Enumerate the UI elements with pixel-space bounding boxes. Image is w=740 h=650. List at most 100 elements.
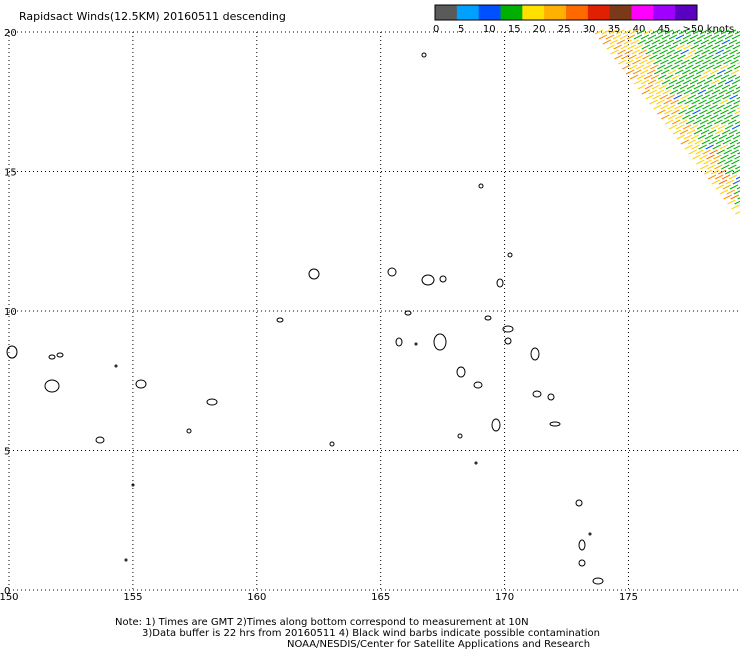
- wind-barb: [629, 29, 639, 35]
- wind-barb: [618, 59, 627, 65]
- wind-barb: [711, 89, 721, 95]
- wind-barb: [714, 174, 724, 180]
- wind-barb: [706, 64, 715, 70]
- wind-barb: [678, 74, 688, 80]
- wind-barb: [710, 114, 719, 120]
- wind-barb: [730, 59, 739, 65]
- island-outline: [186, 428, 192, 434]
- wind-barb: [709, 149, 718, 155]
- wind-barb: [668, 114, 677, 120]
- wind-barb: [606, 44, 616, 50]
- wind-barb: [699, 154, 708, 160]
- wind-barb: [715, 139, 725, 145]
- wind-barb: [716, 104, 725, 110]
- wind-barb: [689, 124, 699, 130]
- wind-barb: [730, 104, 739, 110]
- wind-barb: [719, 54, 728, 60]
- wind-barb: [686, 84, 696, 90]
- wind-barb: [622, 29, 632, 35]
- wind-barb: [705, 144, 715, 150]
- wind-barb: [708, 94, 718, 100]
- wind-barb: [620, 44, 630, 50]
- wind-barb: [715, 49, 724, 55]
- x-tick-label: 165: [371, 592, 390, 603]
- wind-barb: [717, 169, 727, 175]
- wind-barb: [613, 44, 623, 50]
- wind-barb: [702, 59, 711, 65]
- island-outline: [578, 559, 586, 567]
- wind-barb: [707, 84, 717, 90]
- wind-barb: [683, 134, 693, 140]
- wind-barb: [706, 29, 716, 35]
- x-tick-label: 150: [0, 592, 19, 603]
- wind-barb: [724, 114, 733, 120]
- note-line-2: 3)Data buffer is 22 hrs from 20160511 4)…: [142, 628, 600, 639]
- legend-swatch: [500, 5, 523, 20]
- island-outline: [532, 390, 542, 398]
- wind-barb: [687, 94, 697, 100]
- island-outline: [547, 393, 555, 401]
- wind-barb: [727, 154, 736, 160]
- legend-swatch: [522, 5, 545, 20]
- wind-barb: [673, 49, 682, 55]
- wind-barb: [659, 94, 669, 100]
- wind-barb: [707, 164, 716, 170]
- wind-barb: [598, 34, 608, 40]
- wind-barb: [706, 119, 716, 125]
- wind-barb: [641, 89, 651, 95]
- wind-barb: [712, 99, 721, 105]
- wind-barb: [734, 75, 740, 80]
- wind-barb: [671, 109, 680, 115]
- wind-barb: [702, 104, 711, 110]
- wind-barb: [637, 84, 647, 90]
- wind-barb: [736, 51, 740, 55]
- wind-barb: [650, 74, 660, 80]
- wind-barb: [675, 34, 685, 40]
- wind-barb: [717, 79, 727, 85]
- wind-barb: [650, 64, 659, 70]
- wind-barb: [717, 124, 727, 130]
- island-outline: [48, 354, 56, 360]
- wind-barb: [669, 44, 679, 50]
- wind-barb: [680, 49, 689, 55]
- wind-barb: [664, 64, 673, 70]
- wind-barb: [681, 104, 690, 110]
- legend-label: 5: [458, 24, 464, 35]
- wind-barb: [706, 154, 715, 160]
- wind-barb: [732, 179, 740, 185]
- wind-barb: [721, 39, 731, 45]
- wind-barb: [674, 104, 683, 110]
- wind-barb: [706, 109, 715, 115]
- island-outline: [387, 267, 397, 277]
- wind-barb: [668, 79, 678, 85]
- wind-barb: [717, 34, 727, 40]
- wind-barb: [680, 139, 690, 145]
- wind-barb: [706, 74, 716, 80]
- wind-barb: [688, 149, 697, 155]
- wind-barb: [649, 99, 658, 105]
- wind-barb: [699, 109, 708, 115]
- wind-barb: [724, 124, 734, 130]
- island-outline: [131, 483, 135, 487]
- wind-barb: [664, 109, 673, 115]
- wind-barb: [724, 34, 734, 40]
- wind-barb: [692, 119, 702, 125]
- wind-barb: [695, 104, 704, 110]
- wind-barb: [712, 54, 721, 60]
- wind-barb: [629, 74, 639, 80]
- island-outline: [507, 252, 513, 258]
- wind-barb: [715, 94, 725, 100]
- wind-barb: [658, 39, 668, 45]
- wind-barb: [683, 44, 693, 50]
- wind-barb: [702, 149, 711, 155]
- wind-barb: [727, 119, 737, 125]
- wind-barb: [634, 44, 644, 50]
- wind-barb: [733, 55, 740, 60]
- wind-barb: [651, 84, 661, 90]
- wind-barb: [696, 159, 705, 165]
- wind-barb: [730, 149, 739, 155]
- wind-barb: [719, 189, 729, 195]
- wind-barb: [694, 139, 704, 145]
- island-outline: [433, 333, 447, 351]
- wind-barb: [705, 54, 714, 60]
